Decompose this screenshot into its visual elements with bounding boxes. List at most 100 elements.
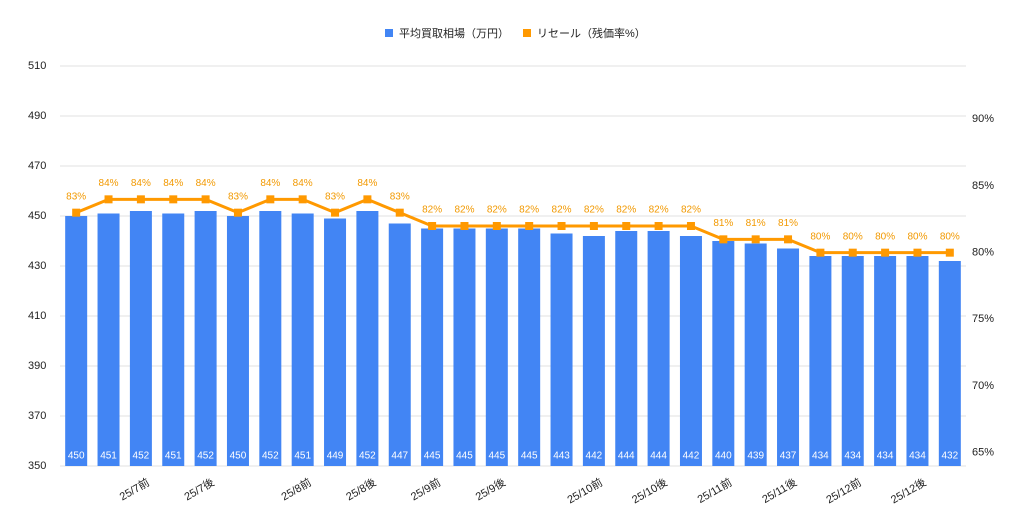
x-tick-label: 25/10前: [564, 475, 604, 506]
line-marker: [169, 195, 178, 204]
y2-tick-label: 75%: [972, 313, 994, 325]
bar-value-label: 443: [553, 451, 570, 462]
bar: [809, 256, 832, 466]
line-marker: [622, 222, 631, 230]
y2-tick-label: 65%: [972, 447, 994, 459]
line-marker: [525, 222, 534, 230]
bar-value-label: 445: [488, 451, 505, 462]
bar-value-label: 432: [941, 451, 958, 462]
y-tick-label: 370: [28, 410, 46, 422]
bar: [388, 223, 411, 466]
legend-swatch: [385, 29, 393, 37]
bar: [324, 218, 347, 466]
bar: [712, 241, 735, 466]
line-marker: [298, 195, 307, 204]
y-tick-label: 430: [28, 260, 46, 272]
bar: [129, 211, 152, 466]
bar-value-label: 451: [294, 451, 311, 462]
bar: [226, 216, 249, 466]
y-tick-label: 490: [28, 110, 46, 122]
bar: [841, 256, 864, 466]
bar: [647, 231, 670, 466]
bar-value-label: 445: [424, 451, 441, 462]
line-value-label: 82%: [519, 205, 539, 216]
y2-tick-label: 80%: [972, 247, 994, 259]
bar-value-label: 450: [68, 451, 85, 462]
line-value-label: 82%: [454, 205, 474, 216]
line-marker: [428, 222, 437, 230]
line-marker: [913, 248, 922, 257]
line-value-label: 82%: [422, 205, 442, 216]
bar: [679, 236, 702, 466]
y2-tick-label: 70%: [972, 380, 994, 392]
bar: [744, 243, 767, 466]
x-tick-label: 25/9前: [408, 475, 443, 503]
x-tick-label: 25/12後: [888, 475, 928, 506]
line-marker: [492, 222, 501, 230]
line-marker: [557, 222, 566, 230]
bar: [777, 248, 800, 466]
line-value-label: 80%: [907, 231, 927, 242]
x-tick-label: 25/9後: [473, 475, 508, 503]
line-marker: [945, 248, 954, 257]
bar-value-label: 434: [812, 451, 829, 462]
y-tick-label: 510: [28, 60, 46, 72]
line-marker: [460, 222, 469, 230]
bar: [194, 211, 217, 466]
line-marker: [395, 208, 404, 217]
bar: [938, 261, 961, 466]
y-tick-label: 470: [28, 160, 46, 172]
line-marker: [363, 195, 372, 204]
bar-value-label: 444: [650, 451, 667, 462]
line-marker: [589, 222, 598, 230]
bar-value-label: 451: [165, 451, 182, 462]
x-tick-label: 25/12前: [823, 475, 863, 506]
line-marker: [331, 208, 340, 217]
x-tick-label: 25/7前: [117, 475, 152, 503]
bar: [453, 228, 476, 466]
y2-tick-label: 90%: [972, 113, 994, 125]
line-value-label: 80%: [843, 231, 863, 242]
y-tick-label: 450: [28, 210, 46, 222]
line-value-label: 81%: [778, 218, 798, 229]
bar-value-label: 452: [262, 451, 279, 462]
bar: [162, 213, 185, 466]
bar-value-label: 439: [747, 451, 764, 462]
bar-value-label: 437: [780, 451, 797, 462]
bar: [874, 256, 897, 466]
line-value-label: 82%: [487, 205, 507, 216]
line-marker: [654, 222, 663, 230]
bar-value-label: 452: [197, 451, 214, 462]
line-value-label: 80%: [940, 231, 960, 242]
y-tick-label: 350: [28, 460, 46, 472]
line-value-label: 84%: [163, 178, 183, 189]
bar-value-label: 440: [715, 451, 732, 462]
bar: [65, 216, 88, 466]
line-value-label: 84%: [196, 178, 216, 189]
line-marker: [266, 195, 275, 204]
line-value-label: 84%: [260, 178, 280, 189]
x-tick-label: 25/10後: [629, 475, 669, 506]
x-tick-label: 25/7後: [181, 475, 216, 503]
line-value-label: 84%: [99, 178, 119, 189]
y2-tick-label: 85%: [972, 180, 994, 192]
line-marker: [104, 195, 113, 204]
bar-value-label: 451: [100, 451, 117, 462]
line-marker: [136, 195, 145, 204]
bar: [518, 228, 541, 466]
bar: [259, 211, 282, 466]
line-value-label: 80%: [810, 231, 830, 242]
line-value-label: 83%: [325, 191, 345, 202]
line-value-label: 84%: [293, 178, 313, 189]
line-marker: [72, 208, 81, 217]
line-marker: [201, 195, 210, 204]
bar: [485, 228, 508, 466]
bar-value-label: 445: [521, 451, 538, 462]
bar: [615, 231, 638, 466]
bar-value-label: 434: [844, 451, 861, 462]
bar-value-label: 442: [683, 451, 700, 462]
line-value-label: 82%: [584, 205, 604, 216]
bar-value-label: 444: [618, 451, 635, 462]
line-value-label: 82%: [681, 205, 701, 216]
x-tick-label: 25/11後: [759, 475, 799, 506]
